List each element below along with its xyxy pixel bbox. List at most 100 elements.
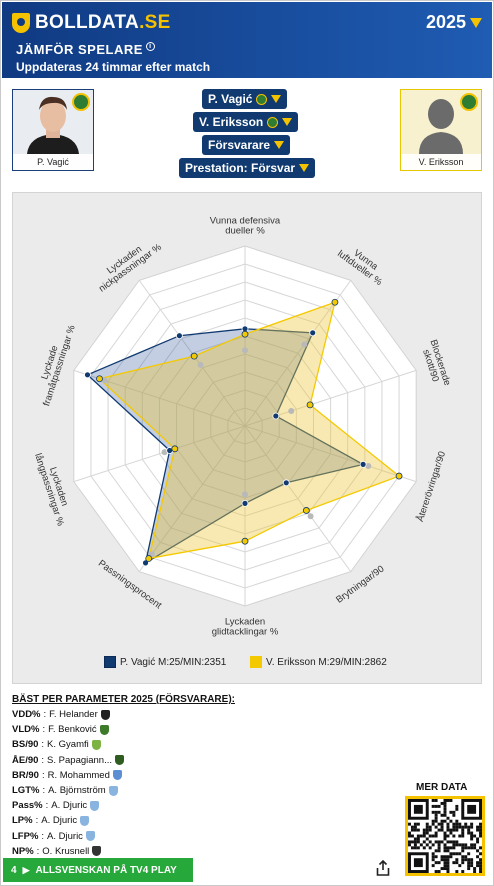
grid-spoke — [73, 425, 246, 483]
player2-photo — [401, 90, 481, 154]
play-icon: ▶ — [22, 864, 30, 875]
club-badge-icon — [91, 739, 101, 750]
mode-select[interactable]: Prestation: Försvar — [179, 158, 316, 178]
position-select[interactable]: Försvarare — [202, 135, 291, 155]
best-row[interactable]: LP%: A. Djuric — [12, 813, 124, 828]
best-row[interactable]: ÅE/90: S. Papagiann... — [12, 753, 125, 768]
best-row-key: BR/90 — [12, 769, 39, 781]
chevron-down-icon — [470, 17, 482, 28]
share-icon[interactable] — [376, 860, 390, 876]
grid-spoke — [244, 425, 352, 572]
chevron-down-icon — [274, 141, 285, 149]
best-row-player: A. Djuric — [51, 800, 88, 812]
best-row-key: LP% — [12, 815, 33, 827]
best-row-key: BS/90 — [12, 739, 39, 751]
series-point-2 — [395, 472, 403, 480]
best-row-separator: : — [41, 769, 45, 781]
best-row[interactable]: LFP%: A. Djuric — [12, 829, 124, 844]
logo-shield-icon — [12, 13, 30, 33]
legend-swatch-player2 — [250, 656, 262, 668]
player1-photo — [13, 90, 93, 154]
tv4-icon: 4 — [11, 864, 17, 876]
best-row[interactable]: VLD%: F. Benković — [12, 722, 124, 737]
tv4-play-button[interactable]: 4 ▶ ALLSVENSKAN PÅ TV4 PLAY — [3, 858, 193, 882]
best-row-separator: : — [41, 830, 45, 842]
best-row-player: A. Björnström — [48, 785, 106, 797]
club-badge-icon — [72, 93, 90, 111]
series-point-1 — [241, 499, 249, 507]
best-per-parameter-title: BÄST PER PARAMETER 2025 (FÖRSVARARE): — [12, 694, 235, 705]
average-point — [288, 407, 295, 414]
series-point-2 — [241, 537, 249, 545]
best-row-player: K. Gyamfi — [47, 739, 89, 751]
logo-text: BOLLDATA.SE — [35, 12, 171, 33]
series-point-1 — [359, 460, 367, 468]
best-row-separator: : — [35, 815, 39, 827]
mer-data-label: MER DATA — [416, 782, 468, 793]
axis-label: Lyckaden glidtacklingar % — [212, 617, 279, 638]
year-value: 2025 — [425, 12, 466, 32]
axis-label: Vunna defensiva dueller % — [210, 215, 281, 236]
chevron-down-icon — [299, 164, 310, 172]
best-row-player: S. Papagiann... — [47, 754, 113, 766]
axis-label: Blockeradeskott/90 — [418, 338, 453, 390]
radar-chart-panel: Vunna defensiva dueller % Vunnaluftdueller… — [12, 192, 482, 684]
qr-code-image — [408, 799, 482, 873]
series-point-1 — [309, 329, 317, 337]
chevron-down-icon — [271, 95, 282, 103]
grid-spoke — [138, 425, 246, 572]
legend-player2: V. Eriksson M:29/MIN:2862 — [250, 656, 387, 668]
club-badge-icon — [267, 116, 279, 128]
best-row-key: NP% — [12, 845, 34, 857]
best-row-separator: : — [45, 800, 49, 812]
series-point-2 — [331, 298, 339, 306]
player2-select[interactable]: V. Eriksson — [193, 112, 299, 132]
axis-label: Lyckadeframåtpassningar % — [32, 320, 78, 407]
best-row[interactable]: BR/90: R. Mohammed — [12, 768, 124, 783]
series-point-1 — [84, 371, 91, 379]
club-badge-icon — [90, 800, 100, 811]
club-badge-icon — [92, 846, 102, 857]
grid-spoke — [138, 280, 246, 427]
best-row[interactable]: NP%: O. Krusnell — [12, 844, 124, 859]
club-badge-icon — [99, 724, 109, 735]
series-point-1 — [176, 332, 183, 340]
header: BOLLDATA.SE 2025 JÄMFÖR SPELARE i Uppdate… — [2, 2, 492, 78]
series-point-2 — [145, 555, 153, 562]
legend-swatch-player1 — [104, 656, 116, 668]
average-point — [242, 491, 248, 498]
series-point-2 — [96, 375, 103, 383]
best-row-player: R. Mohammed — [47, 769, 110, 781]
radar-chart: Vunna defensiva dueller %Vunnaluftdueller… — [32, 215, 453, 638]
best-row[interactable]: VDD%: F. Helander — [12, 707, 124, 722]
player1-name: P. Vagić — [13, 154, 93, 170]
axis-label: Lyckadenlångpassningar % — [32, 449, 75, 528]
club-badge-icon — [100, 709, 110, 720]
player2-name: V. Eriksson — [401, 154, 481, 170]
club-badge-icon — [460, 93, 478, 111]
best-row-player: A. Djuric — [41, 815, 78, 827]
best-row[interactable]: BS/90: K. Gyamfi — [12, 737, 124, 752]
best-row-separator: : — [41, 754, 45, 766]
chevron-down-icon — [282, 118, 293, 126]
qr-code[interactable] — [405, 796, 485, 876]
best-row-player: O. Krusnell — [42, 845, 90, 857]
tv4-play-label: ALLSVENSKAN PÅ TV4 PLAY — [35, 864, 177, 876]
best-row-key: LGT% — [12, 785, 40, 797]
series-point-1 — [272, 412, 280, 420]
series-point-2 — [306, 401, 314, 409]
series-point-1 — [282, 479, 290, 487]
best-row[interactable]: Pass%: A. Djuric — [12, 798, 124, 813]
year-select[interactable]: 2025 — [426, 12, 482, 33]
club-badge-icon — [108, 785, 118, 796]
average-point — [101, 377, 108, 384]
info-icon[interactable]: i — [145, 42, 155, 51]
best-row-separator: : — [42, 785, 46, 797]
best-row-player: F. Helander — [49, 709, 98, 721]
best-row-player: A. Djuric — [47, 830, 83, 842]
player2-card: V. Eriksson — [400, 89, 482, 171]
logo[interactable]: BOLLDATA.SE — [12, 12, 171, 34]
best-row[interactable]: LGT%: A. Björnström — [12, 783, 124, 798]
average-point — [365, 463, 372, 470]
player1-select[interactable]: P. Vagić — [202, 89, 288, 109]
